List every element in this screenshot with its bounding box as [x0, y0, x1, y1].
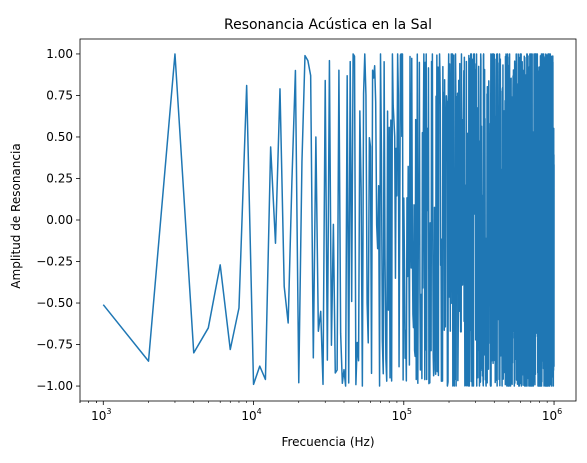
y-tick-label: −0.50	[36, 296, 73, 310]
x-axis-label: Frecuencia (Hz)	[281, 435, 374, 449]
y-tick-label: 1.00	[46, 47, 73, 61]
x-tick-label: 103	[91, 407, 111, 423]
y-tick-label: 0.25	[46, 171, 73, 185]
y-tick-label: −0.25	[36, 255, 73, 269]
y-tick-label: 0.50	[46, 130, 73, 144]
chart-title: Resonancia Acústica en la Sal	[224, 17, 432, 33]
plot-area: 1.00 0.75 0.50 0.25 0.00 −0.25 −0.50 −0.75 −1.00…	[36, 38, 577, 423]
y-tick-label: 0.00	[46, 213, 73, 227]
y-tick-label: −1.00	[36, 379, 73, 393]
x-tick-label: 104	[241, 407, 261, 423]
y-tick-label: −0.75	[36, 338, 73, 352]
y-axis-label: Amplitud de Resonancia	[9, 143, 23, 288]
x-tick-label: 105	[392, 407, 412, 423]
y-tick-label: 0.75	[46, 88, 73, 102]
series-line	[102, 53, 555, 387]
x-tick-label: 106	[542, 407, 562, 423]
